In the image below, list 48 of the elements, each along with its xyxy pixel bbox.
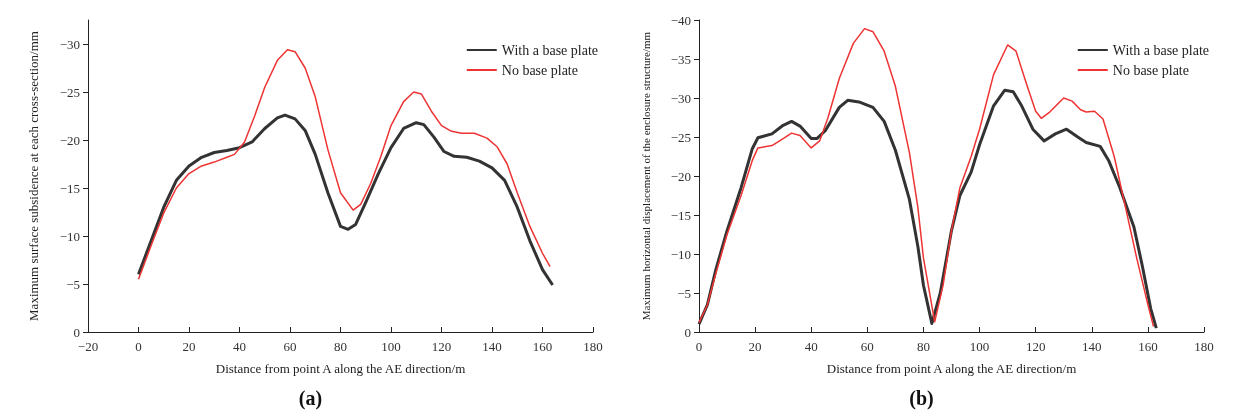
legend-label: With a base plate xyxy=(1112,42,1209,58)
y-tick-label: −30 xyxy=(59,36,80,52)
x-tick-label: 160 xyxy=(532,339,553,354)
x-tick-label: 120 xyxy=(431,339,452,354)
line-series xyxy=(137,113,555,287)
y-tick-label: −10 xyxy=(59,228,80,244)
x-tick-label: 60 xyxy=(283,339,297,354)
y-axis-title: Maximum surface subsidence at each cross-section/mm xyxy=(26,31,41,321)
x-axis-title: Distance from point A along the AE direction/m xyxy=(215,361,466,376)
legend-label: With a base plate xyxy=(501,42,598,58)
y-tick-label: −15 xyxy=(670,207,691,223)
x-tick-label: 180 xyxy=(1194,339,1214,354)
y-axis-title: Maximum horizontal displacement of the enclosure structure/mm xyxy=(639,31,652,321)
x-tick-label: 0 xyxy=(135,339,142,354)
x-tick-label: 40 xyxy=(233,339,246,354)
x-tick-label: 60 xyxy=(860,339,874,354)
y-tick-label: −30 xyxy=(670,90,691,106)
x-tick-label: 0 xyxy=(695,339,703,354)
y-tick-label: −10 xyxy=(670,246,691,262)
x-tick-label: 140 xyxy=(482,339,502,354)
x-tick-label: 20 xyxy=(182,339,196,354)
x-tick-label: 40 xyxy=(804,339,818,354)
x-tick-label: 120 xyxy=(1025,339,1046,354)
y-tick-label: −15 xyxy=(59,180,80,196)
x-tick-label: 180 xyxy=(583,339,603,354)
y-tick-label: −35 xyxy=(670,51,691,67)
x-tick-label: 160 xyxy=(1138,339,1158,354)
y-tick-label: −25 xyxy=(670,129,691,145)
y-tick-label: 0 xyxy=(73,324,80,340)
x-tick-label: 100 xyxy=(381,339,401,354)
y-tick-label: 0 xyxy=(684,324,691,340)
x-tick-label: 80 xyxy=(334,339,347,354)
text: (a) xyxy=(298,387,323,410)
legend-label: No base plate xyxy=(1112,62,1189,78)
text: (b) xyxy=(909,387,934,410)
y-tick-label: −5 xyxy=(677,285,691,301)
x-tick-label: 100 xyxy=(969,339,990,354)
y-tick-label: −20 xyxy=(670,168,691,184)
y-tick-label: −40 xyxy=(670,12,691,28)
legend-label: No base plate xyxy=(501,62,578,78)
y-tick-label: −5 xyxy=(66,276,80,292)
x-tick-label: 20 xyxy=(748,339,762,354)
x-axis-title: Distance from point A along the AE direction/m xyxy=(826,361,1077,376)
y-tick-label: −20 xyxy=(59,132,80,148)
x-tick-label: −20 xyxy=(77,339,99,354)
x-tick-label: 140 xyxy=(1082,339,1102,354)
x-tick-label: 80 xyxy=(916,339,930,354)
y-tick-label: −25 xyxy=(59,84,80,100)
